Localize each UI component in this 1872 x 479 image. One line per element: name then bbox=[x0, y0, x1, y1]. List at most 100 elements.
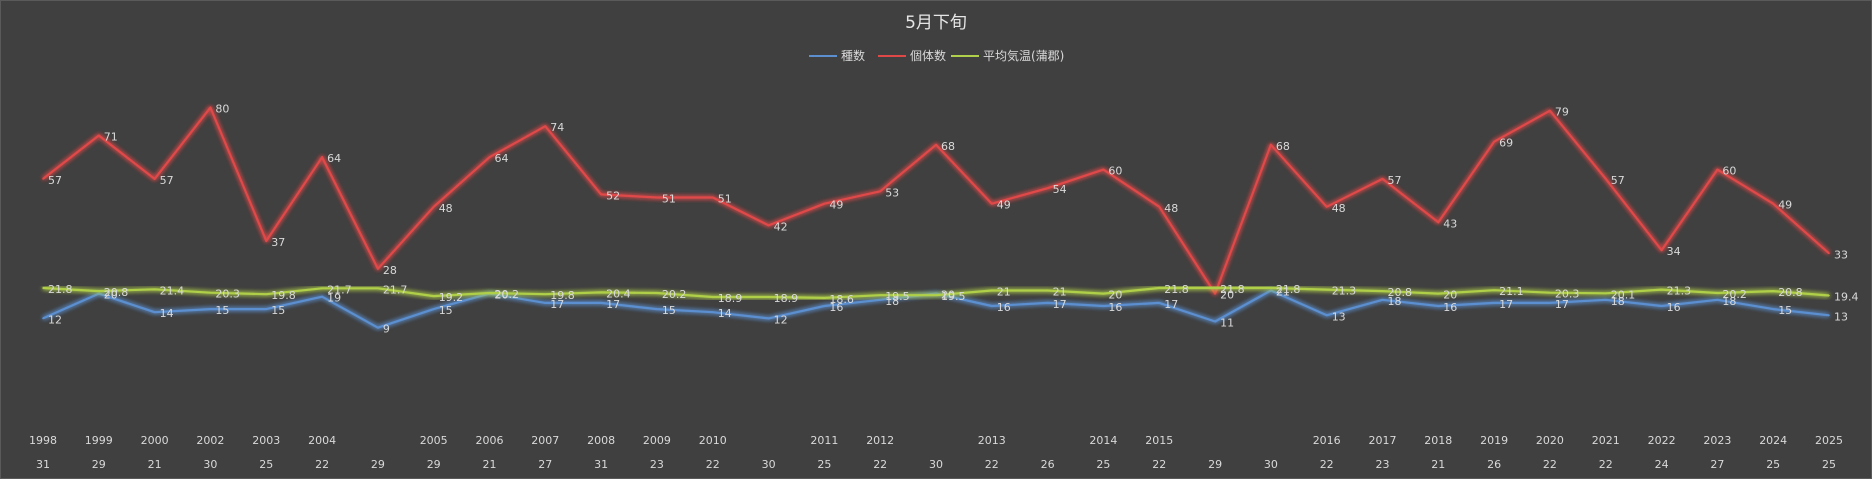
data-point bbox=[935, 292, 937, 295]
data-point bbox=[1102, 292, 1105, 295]
data-label: 21 bbox=[997, 286, 1011, 299]
x-tick-label: 2024 bbox=[1759, 434, 1787, 447]
legend-label: 平均気温(蒲郡) bbox=[983, 48, 1064, 63]
x-tick-label: 2025 bbox=[1815, 434, 1843, 447]
data-point bbox=[1716, 168, 1719, 171]
data-label: 16 bbox=[1443, 301, 1457, 314]
data-point bbox=[377, 287, 379, 290]
x-tick-label: 21 bbox=[148, 458, 162, 471]
data-label: 18 bbox=[1722, 295, 1736, 308]
data-point bbox=[1325, 288, 1328, 291]
data-label: 12 bbox=[48, 313, 62, 326]
data-label: 64 bbox=[327, 152, 341, 165]
data-point bbox=[42, 287, 44, 289]
data-point bbox=[1381, 299, 1384, 301]
data-label: 21.7 bbox=[383, 283, 408, 296]
data-point bbox=[98, 292, 100, 295]
data-label: 19.2 bbox=[439, 291, 464, 304]
x-tick-label: 29 bbox=[1208, 458, 1222, 471]
data-point bbox=[1549, 109, 1551, 112]
data-point bbox=[823, 202, 826, 205]
data-point bbox=[1772, 290, 1774, 292]
x-tick-label: 21 bbox=[483, 458, 497, 471]
data-label: 51 bbox=[718, 193, 732, 206]
data-label: 17 bbox=[1053, 298, 1067, 311]
data-point bbox=[1493, 289, 1495, 292]
data-point bbox=[1046, 187, 1049, 189]
data-point bbox=[1158, 287, 1161, 289]
data-point bbox=[879, 294, 881, 297]
data-point bbox=[321, 287, 323, 290]
x-tick-label: 2003 bbox=[252, 434, 280, 447]
data-point bbox=[377, 326, 379, 329]
data-point bbox=[42, 178, 44, 180]
data-label: 48 bbox=[439, 202, 453, 215]
data-label: 20.3 bbox=[1555, 288, 1580, 301]
data-label: 14 bbox=[718, 307, 732, 320]
data-label: 17 bbox=[550, 298, 564, 311]
data-label: 17 bbox=[1555, 298, 1569, 311]
x-tick-label: 2015 bbox=[1145, 434, 1173, 447]
x-tick-label: 2013 bbox=[978, 434, 1006, 447]
data-point bbox=[600, 291, 602, 294]
data-label: 15 bbox=[215, 304, 229, 317]
data-point bbox=[1716, 299, 1719, 301]
x-tick-label: 1998 bbox=[29, 434, 57, 447]
data-label: 43 bbox=[1443, 217, 1457, 230]
data-point bbox=[823, 305, 826, 307]
data-label: 42 bbox=[774, 220, 788, 233]
x-tick-label: 2017 bbox=[1369, 434, 1397, 447]
data-label: 21.1 bbox=[1499, 285, 1524, 298]
data-point bbox=[1660, 305, 1663, 307]
data-label: 33 bbox=[1834, 248, 1848, 261]
x-tick-label: 25 bbox=[1096, 458, 1110, 471]
data-label: 51 bbox=[662, 193, 676, 206]
data-point bbox=[1605, 292, 1607, 295]
data-point bbox=[879, 190, 881, 193]
x-tick-label: 29 bbox=[427, 458, 441, 471]
legend-label: 個体数 bbox=[910, 48, 946, 63]
x-tick-label: 2002 bbox=[196, 434, 224, 447]
data-label: 21 bbox=[1053, 286, 1067, 299]
x-tick-label: 2010 bbox=[699, 434, 727, 447]
data-point bbox=[1605, 178, 1607, 180]
data-label: 18 bbox=[885, 295, 899, 308]
data-point bbox=[98, 134, 100, 137]
data-point bbox=[1270, 287, 1272, 289]
data-point bbox=[1437, 305, 1440, 307]
chart-title: 5月下旬 bbox=[905, 13, 967, 33]
data-point bbox=[1660, 288, 1663, 291]
x-tick-label: 23 bbox=[1376, 458, 1390, 471]
data-point bbox=[209, 106, 212, 109]
data-point bbox=[321, 295, 323, 298]
data-label: 57 bbox=[1611, 174, 1625, 187]
data-label: 20 bbox=[1443, 289, 1457, 302]
x-tick-label: 2006 bbox=[476, 434, 504, 447]
data-label: 19.8 bbox=[550, 289, 575, 302]
data-label: 21.7 bbox=[327, 283, 352, 296]
data-point bbox=[1214, 287, 1216, 289]
data-label: 20.4 bbox=[606, 287, 631, 300]
data-point bbox=[1605, 299, 1607, 301]
x-tick-label: 2000 bbox=[141, 434, 169, 447]
data-point bbox=[42, 317, 44, 320]
data-label: 34 bbox=[1667, 245, 1681, 258]
data-point bbox=[1381, 178, 1384, 180]
x-tick-label: 25 bbox=[1822, 458, 1836, 471]
data-label: 19.5 bbox=[885, 290, 910, 303]
data-label: 20.8 bbox=[1778, 286, 1803, 299]
data-point bbox=[1214, 320, 1216, 323]
data-label: 48 bbox=[1332, 202, 1346, 215]
data-point bbox=[153, 178, 156, 180]
data-point bbox=[432, 206, 435, 208]
series-layer bbox=[42, 106, 1830, 329]
data-point bbox=[1437, 292, 1440, 295]
x-tick-label: 2014 bbox=[1089, 434, 1117, 447]
data-point bbox=[823, 297, 826, 299]
data-point bbox=[1493, 140, 1495, 143]
data-label: 68 bbox=[941, 140, 955, 153]
data-point bbox=[488, 156, 491, 158]
data-label: 57 bbox=[160, 174, 174, 187]
data-point bbox=[767, 296, 770, 298]
data-label: 21.8 bbox=[1164, 283, 1189, 296]
